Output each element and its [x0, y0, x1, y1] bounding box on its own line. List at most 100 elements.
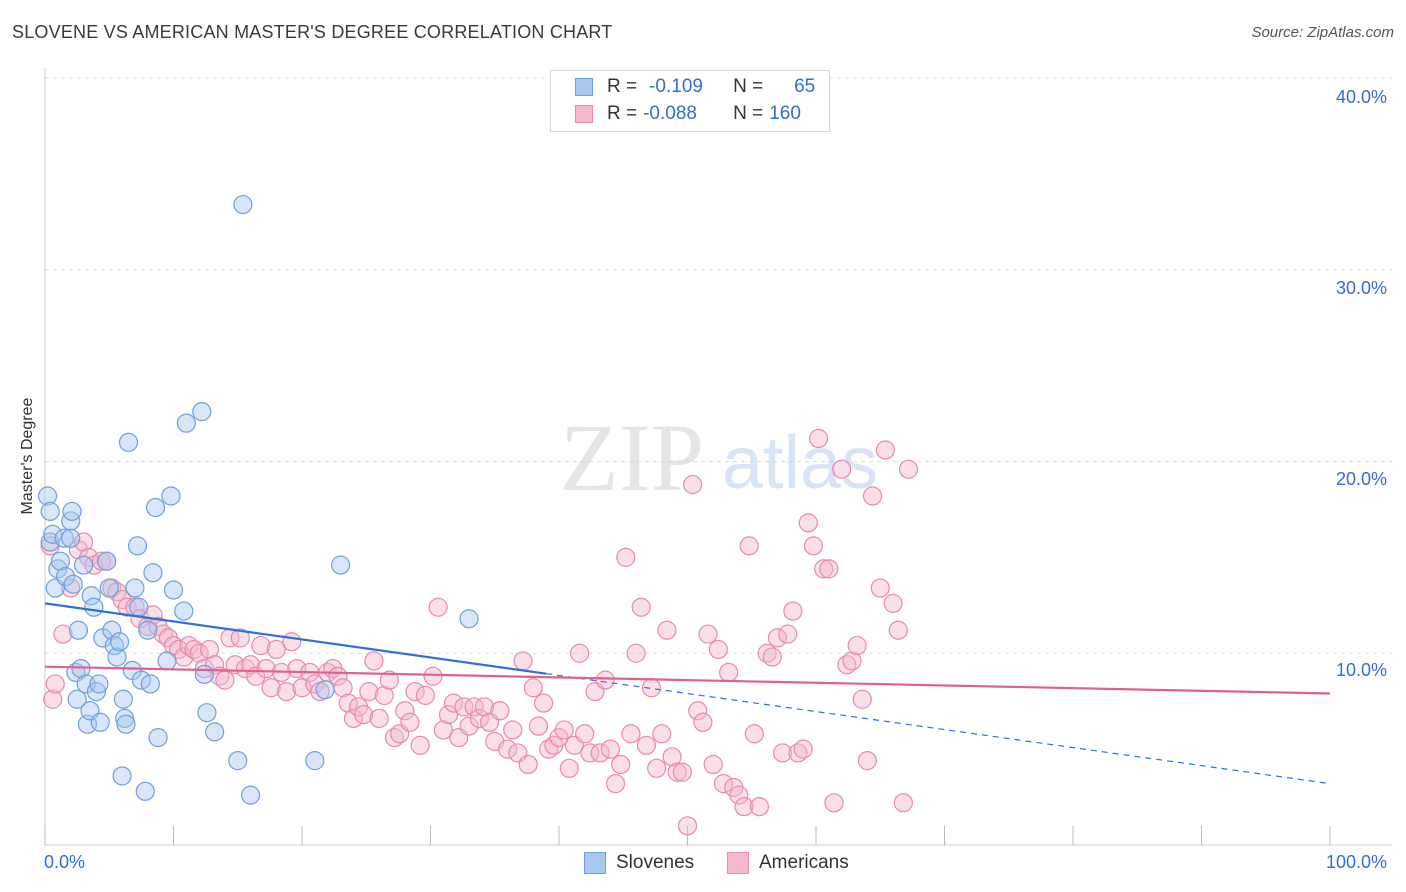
slovene-point — [228, 751, 248, 771]
american-swatch — [575, 105, 593, 123]
american-point — [179, 635, 199, 656]
slovene-point — [157, 651, 177, 671]
legend-row-slovenes: R = -0.109 N = 65 — [575, 76, 815, 98]
american-point — [405, 681, 425, 702]
slovene-trend-line — [44, 602, 547, 675]
american-point — [652, 724, 672, 744]
slovene-point — [127, 536, 148, 556]
american-point — [241, 655, 261, 675]
american-point — [569, 643, 590, 663]
legend-item-slovenes[interactable]: Slovenes — [584, 852, 694, 874]
chart-title: SLOVENE VS AMERICAN MASTER'S DEGREE CORR… — [12, 22, 613, 42]
american-point — [459, 716, 479, 736]
american-point — [528, 716, 549, 736]
american-point — [503, 720, 523, 740]
slovene-point — [112, 766, 132, 786]
american-point — [428, 597, 448, 617]
slovene-point — [40, 532, 60, 552]
slovene-point — [129, 597, 149, 617]
american-point — [400, 712, 420, 732]
american-legend-label: Americans — [759, 852, 849, 873]
slovene-point — [233, 194, 253, 215]
american-point — [898, 459, 919, 479]
slovene-point — [197, 703, 217, 723]
american-point — [533, 693, 554, 713]
slovene-point — [90, 712, 110, 732]
american-point — [251, 635, 271, 656]
slovene-point — [37, 486, 58, 506]
slovene-point — [140, 674, 160, 694]
american-point — [803, 536, 824, 556]
american-point — [739, 536, 759, 556]
slovene-point — [54, 528, 74, 548]
american-point — [893, 793, 913, 813]
slovene-n-value: 65 — [794, 76, 816, 97]
american-point — [364, 651, 384, 671]
american-point — [798, 513, 818, 533]
american-point — [282, 632, 302, 652]
american-point — [184, 639, 204, 660]
american-point — [757, 643, 777, 663]
american-point — [210, 666, 230, 686]
american-point — [276, 681, 297, 702]
r-label: R = — [607, 103, 638, 124]
slovene-point — [176, 413, 196, 433]
american-point — [847, 635, 867, 656]
legend-row-americans: R = -0.088 N = 160 — [575, 103, 805, 125]
american-point — [410, 735, 430, 755]
american-point — [235, 658, 256, 679]
american-point — [117, 597, 137, 617]
american-point — [713, 774, 734, 794]
american-point — [793, 739, 813, 759]
american-point — [672, 762, 692, 782]
american-point — [647, 758, 667, 778]
slovene-point — [135, 781, 155, 801]
american-point — [862, 486, 883, 506]
slovene-point — [118, 432, 139, 452]
slovene-point — [305, 751, 325, 771]
slovene-point — [174, 601, 194, 621]
axes — [44, 68, 1392, 846]
slovene-point — [68, 620, 89, 640]
american-point — [870, 578, 890, 598]
american-point — [762, 647, 782, 667]
american-point — [464, 697, 484, 717]
american-point — [621, 724, 641, 744]
american-point — [852, 689, 872, 709]
legend-item-americans[interactable]: Americans — [727, 852, 849, 874]
slovene-point — [102, 620, 122, 640]
slovene-point — [194, 664, 214, 684]
slovene-point — [109, 632, 130, 652]
x-tick-label-max: 100.0% — [1326, 852, 1388, 872]
american-point — [611, 754, 631, 775]
slovene-point — [192, 402, 212, 422]
american-point — [832, 459, 852, 479]
american-point — [888, 620, 908, 640]
american-point — [438, 705, 459, 725]
y-tick-label: 10.0% — [1336, 660, 1388, 680]
american-point — [636, 735, 656, 755]
american-point — [837, 655, 857, 675]
slovene-point — [161, 486, 181, 506]
american-point — [490, 701, 510, 721]
slovene-point — [43, 524, 63, 544]
slovene-point — [62, 501, 82, 521]
slovene-point — [50, 551, 71, 571]
slovene-point — [104, 635, 124, 656]
american-point — [657, 620, 677, 640]
source-label: Source: ZipAtlas.com — [1251, 24, 1394, 41]
american-point — [729, 785, 749, 805]
american-point — [708, 639, 728, 660]
slovene-point — [113, 689, 133, 709]
american-point — [454, 697, 474, 717]
american-point — [814, 559, 834, 579]
american-point — [744, 724, 764, 744]
american-point — [595, 670, 615, 690]
american-n-value: 160 — [769, 103, 801, 124]
american-point — [616, 547, 636, 567]
slovene-point — [205, 722, 225, 742]
slovene-point — [143, 563, 163, 583]
american-point — [590, 743, 610, 763]
american-point — [225, 655, 245, 675]
